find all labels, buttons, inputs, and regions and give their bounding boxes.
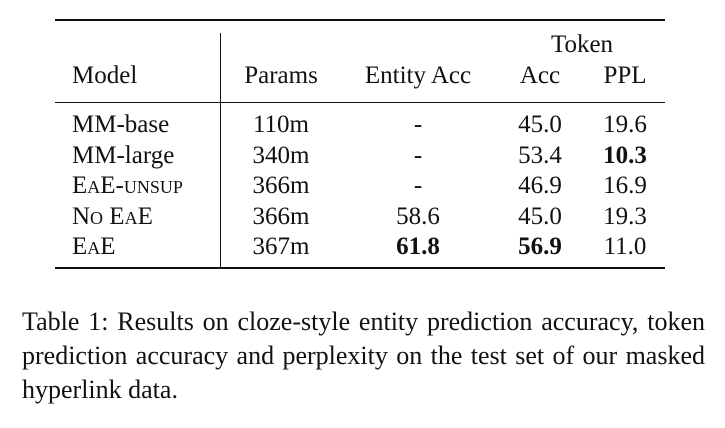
cell-value: 61.8 <box>396 233 440 260</box>
cell-value: 10.3 <box>603 141 647 169</box>
cell-value: 367m <box>252 233 310 260</box>
row-label: MM-large <box>72 141 175 169</box>
group-header: Token <box>550 31 614 58</box>
cell-value: 56.9 <box>518 233 562 260</box>
header-rule <box>55 102 665 103</box>
top-rule <box>55 19 665 21</box>
row-label: EaE-unsup <box>72 172 183 199</box>
bottom-rule <box>55 267 665 269</box>
row-label: No EaE <box>72 202 153 230</box>
row-label: EaE <box>72 233 116 260</box>
cell-value: 366m <box>252 202 310 230</box>
column-header: Acc <box>519 62 561 89</box>
cell-value: 11.0 <box>603 233 647 260</box>
cell-value: 46.9 <box>518 172 562 199</box>
cell-value: 19.6 <box>603 111 647 138</box>
column-header: Model <box>72 62 138 89</box>
column-divider <box>220 33 221 267</box>
cell-value: 16.9 <box>603 172 647 199</box>
cell-value: 53.4 <box>518 141 562 169</box>
cell-value: 366m <box>252 172 310 199</box>
cell-value: 45.0 <box>518 202 562 230</box>
cell-value: - <box>413 141 423 169</box>
column-header: Entity Acc <box>364 62 472 89</box>
cell-value: 340m <box>252 141 310 169</box>
column-header: PPL <box>603 62 647 89</box>
cell-value: 110m <box>252 111 310 138</box>
column-header: Params <box>244 62 318 89</box>
row-label: MM-base <box>72 111 170 138</box>
cell-value: 19.3 <box>603 202 647 230</box>
caption: Table 1: Results on cloze-style entity p… <box>22 307 705 404</box>
cell-value: 45.0 <box>518 111 562 138</box>
cell-value: - <box>413 172 423 199</box>
cell-value: - <box>413 111 423 138</box>
cell-value: 58.6 <box>396 202 440 230</box>
